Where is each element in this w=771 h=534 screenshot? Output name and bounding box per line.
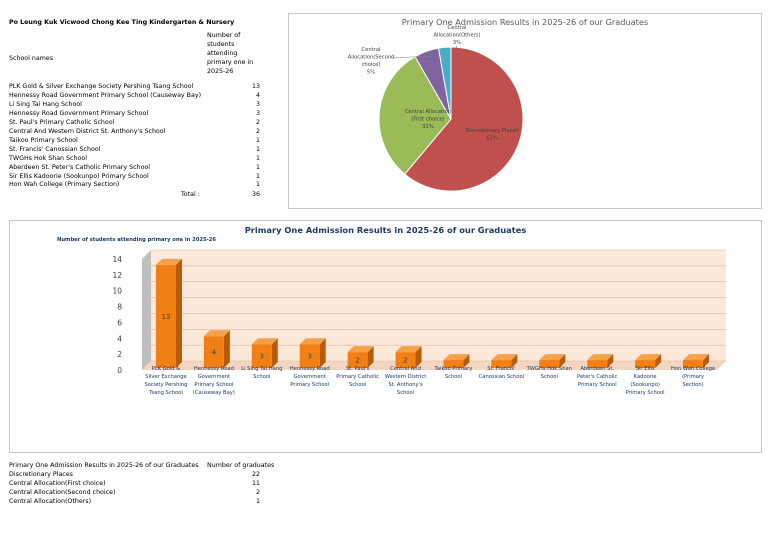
bar	[347, 346, 374, 368]
summary-row-name: Central Allocation(Others)	[9, 498, 92, 505]
school-row-name: Sir Ellis Kadoorie (Sookunpo) Primary Sc…	[9, 172, 149, 180]
summary-header-count: Number of graduates	[207, 462, 275, 469]
pie-chart-frame: Primary One Admission Results in 2025-26…	[288, 13, 762, 209]
school-row-name: St. Paul's Primary Catholic School	[9, 118, 115, 126]
school-row-count: 1	[255, 136, 260, 144]
summary-row-count: 1	[255, 498, 260, 505]
school-row-count: 3	[255, 109, 260, 117]
pie-slice	[437, 46, 452, 120]
x-category-label: Li Sing Tai Hang School	[241, 366, 282, 380]
school-row-count: 3	[255, 100, 260, 108]
bar-data-label: 2	[355, 357, 359, 365]
bar-chart-title: Primary One Admission Results in 2025-26…	[244, 225, 527, 235]
school-row-name: Li Sing Tai Hang School	[9, 100, 82, 108]
school-row-count: 1	[255, 145, 260, 153]
pie-data-label: Central Allocation (First choice) 31%	[405, 109, 451, 130]
x-category-label: TWGHs Hok Shan School	[526, 366, 572, 380]
bar	[251, 338, 278, 368]
plot-area	[151, 250, 726, 361]
school-row-name: Hon Wah College (Primary Section)	[9, 181, 120, 189]
pie-data-label: Discretionary Places 61%	[466, 128, 519, 142]
bar-data-label: 3	[260, 353, 264, 361]
school-row-count: 4	[255, 91, 260, 99]
summary-row-name: Central Allocation(First choice)	[9, 480, 106, 487]
school-row-count: 1	[255, 154, 260, 162]
x-category-label: Central And Western District St. Anthony's…	[385, 366, 427, 396]
y-tick-label: 12	[112, 271, 122, 280]
school-row-count: 2	[255, 118, 260, 126]
y-tick-label: 6	[117, 318, 122, 327]
bar	[491, 354, 518, 368]
school-row-count: 13	[251, 83, 260, 90]
y-tick-label: 4	[117, 334, 122, 343]
y-tick-label: 0	[117, 366, 122, 375]
bar-data-label: 13	[161, 313, 170, 321]
bar-data-label: 4	[212, 349, 217, 357]
bar-chart-frame: Primary One Admission Results in 2025-26…	[9, 220, 762, 453]
school-row-name: St. Francis' Canossian School	[9, 145, 101, 153]
pie-slice	[378, 55, 452, 175]
summary-row-count: 11	[251, 480, 260, 487]
bar-chart: 0 2 4 6 8 10 12 14 13 PLK Gold & Silver Exchange So…	[112, 249, 726, 396]
bar	[539, 354, 566, 368]
bar	[635, 354, 662, 368]
bar	[299, 338, 326, 368]
pie-leader-line	[454, 45, 458, 51]
school-row-name: Aberdeen St. Peter's Catholic Primary Sc…	[9, 163, 151, 171]
school-row-count: 1	[255, 172, 260, 180]
school-row-count: 2	[255, 127, 260, 135]
bar-data-label: 3	[307, 353, 311, 361]
x-category-label: St. Francis' Canossian School	[479, 366, 524, 380]
summary-header-label: Primary One Admission Results in 2025-26…	[9, 462, 199, 469]
school-row-count: 1	[255, 163, 260, 171]
column-header-count: Number of students attending primary one…	[207, 32, 254, 75]
pie-data-label: Central Allocation(Others) 3%	[433, 25, 480, 46]
x-category-label: Aberdeen St. Peter's Catholic Primary Scho…	[577, 366, 617, 388]
x-category-label: Taikoo Primary School	[434, 366, 473, 380]
school-row-name: Taikoo Primary School	[9, 136, 78, 144]
y-tick-label: 14	[112, 255, 122, 264]
bar	[155, 258, 182, 368]
summary-row-count: 22	[251, 471, 260, 478]
y-tick-label: 8	[117, 303, 122, 312]
plot-floor	[142, 361, 726, 370]
school-row-name: TWGHs Hok Shan School	[9, 154, 87, 162]
x-category-label: Sir Ellis Kadoorie (Sookunpo) Primary Schoo…	[626, 366, 665, 396]
pie-chart: Discretionary Places 61% Central Allocatio…	[348, 25, 524, 192]
x-category-label: Hennessy Road Government Primary School	[290, 366, 330, 388]
pie-slice	[404, 46, 524, 192]
school-row-name: Hennessy Road Government Primary School	[9, 109, 149, 117]
pie-chart-title: Primary One Admission Results in 2025-26…	[401, 17, 649, 27]
x-category-label: PLK Gold & Silver Exchange Society Pershin…	[144, 366, 187, 396]
bar	[587, 354, 614, 368]
bar	[395, 346, 422, 368]
bar	[443, 354, 470, 368]
pie-data-label: Central Allocation(Second choice) 5%	[348, 47, 395, 76]
y-tick-label: 10	[112, 287, 122, 296]
summary-row-count: 2	[255, 489, 260, 496]
school-row-name: Hennessy Road Government Primary School …	[9, 91, 202, 99]
pie-leader-line	[389, 55, 435, 59]
school-row-name: Central And Western District St. Anthony…	[9, 127, 166, 135]
bar	[683, 354, 710, 368]
column-header-school: School names	[9, 55, 54, 62]
summary-row-name: Central Allocation(Second choice)	[9, 489, 116, 496]
school-row-name: PLK Gold & Silver Exchange Society Persh…	[9, 83, 194, 90]
plot-side-wall	[142, 250, 151, 370]
bar-data-label: 2	[403, 357, 407, 365]
total-value: 36	[251, 191, 260, 198]
x-category-label: Hon Wah College (Primary Section)	[671, 366, 715, 388]
bar-chart-y-label: Number of students attending primary one…	[57, 237, 216, 243]
school-row-count: 1	[255, 181, 260, 189]
summary-row-name: Discretionary Places	[9, 471, 73, 478]
total-label: Total :	[181, 191, 200, 198]
y-tick-label: 2	[117, 350, 122, 359]
x-category-label: St. Paul's Primary Catholic School	[336, 366, 379, 388]
report-title: Po Leung Kuk Vicwood Chong Kee Ting Kind…	[9, 19, 235, 26]
x-category-label: Hennessy Road Government Primary School (Ca…	[193, 366, 235, 396]
bar	[203, 330, 230, 368]
